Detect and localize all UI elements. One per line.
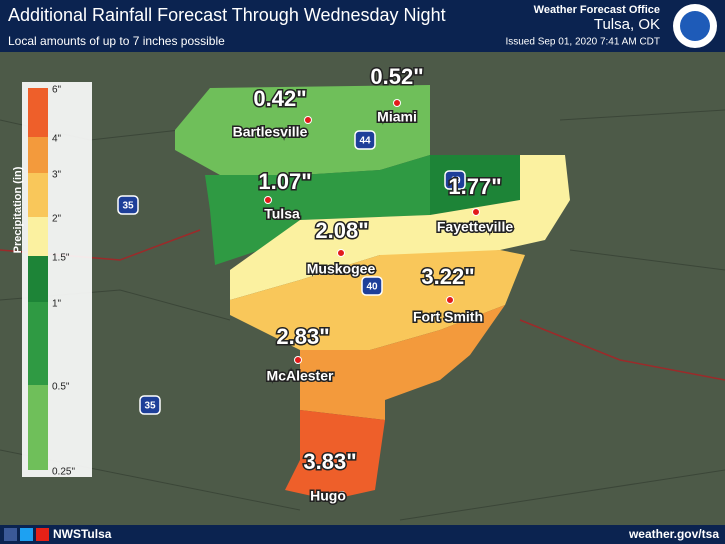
legend-tick-label: 1.5" [52, 253, 70, 264]
title: Additional Rainfall Forecast Through Wed… [8, 5, 446, 25]
office: Weather Forecast Office [534, 4, 660, 16]
area-1-5 [430, 155, 520, 215]
city-name: Hugo [310, 488, 346, 504]
legend-tick-label: 4" [52, 134, 62, 145]
twitter-icon [20, 528, 33, 541]
city-name: Fort Smith [413, 309, 483, 325]
city-name: Bartlesville [233, 124, 308, 140]
legend-swatch [28, 137, 48, 173]
city-dot [294, 356, 302, 364]
legend-tick-label: 0.5" [52, 382, 70, 393]
youtube-icon [36, 528, 49, 541]
rainfall-areas [175, 85, 570, 500]
legend-tick-label: 2" [52, 214, 62, 225]
legend-tick-label: 3" [52, 170, 62, 181]
area-0-5 [175, 85, 430, 175]
city-amount: 3.22" [421, 264, 474, 289]
url: weather.gov/tsa [628, 527, 719, 541]
city-amount: 2.83" [276, 324, 329, 349]
highway-shield [117, 195, 139, 215]
city-dot [446, 296, 454, 304]
legend-swatch [28, 385, 48, 470]
city-dot [338, 491, 346, 499]
cities: 0.42" Bartlesville 0.52" Miami 1.07" Tulsa 1.7… [231, 62, 515, 505]
nws-logo-inner [680, 11, 710, 41]
city-amount: 0.52" [370, 64, 423, 89]
area-3 [230, 250, 525, 350]
legend-swatch [28, 256, 48, 302]
city-amount: 1.07" [258, 169, 311, 194]
city-name: Muskogee [307, 261, 376, 277]
city-name: McAlester [267, 368, 334, 384]
city-name: Fayetteville [437, 219, 513, 235]
city-dot [264, 196, 272, 204]
highway-shield [354, 130, 376, 150]
city-amount: 0.42" [253, 86, 306, 111]
footer-bar [0, 525, 725, 544]
city-amount: 2.08" [315, 218, 368, 243]
city-dot [304, 116, 312, 124]
legend-swatch [28, 217, 48, 256]
legend-tick-label: 1" [52, 299, 62, 310]
highway-shield [139, 395, 161, 415]
area-6 [285, 410, 385, 500]
legend-tick-label: 6" [52, 85, 62, 96]
location: Tulsa, OK [594, 16, 660, 33]
area-2 [230, 155, 570, 300]
highways: 35 44 49 40 35 [117, 130, 466, 415]
highway-number: 40 [366, 282, 378, 293]
social-handle: NWSTulsa [53, 527, 112, 541]
facebook-icon [4, 528, 17, 541]
legend: 6" 4" 3" 2" 1.5" 1" 0.5" 0.25" [28, 85, 75, 478]
city-dot [393, 99, 401, 107]
highway-number: 49 [449, 176, 461, 187]
city-name: Tulsa [264, 206, 300, 222]
area-1 [205, 155, 430, 265]
highway-shield [361, 276, 383, 296]
issued: Issued Sep 01, 2020 7:41 AM CDT [505, 37, 660, 48]
city-amount: 3.83" [303, 449, 356, 474]
city-name: Miami [377, 109, 417, 125]
highway-shield [444, 170, 466, 190]
legend-swatch [28, 88, 48, 137]
city-dot [472, 208, 480, 216]
city-amount: 1.77" [448, 174, 501, 199]
highway-number: 35 [122, 201, 134, 212]
highway-number: 35 [144, 401, 156, 412]
city-dot [337, 249, 345, 257]
area-4 [300, 305, 505, 420]
legend-swatch [28, 302, 48, 385]
legend-axis-label: Precipitation (in) [12, 166, 24, 253]
legend-swatch [28, 173, 48, 217]
subtitle: Local amounts of up to 7 inches possible [8, 34, 225, 48]
header-bar [0, 0, 725, 52]
legend-tick-label: 0.25" [52, 467, 75, 478]
highway-number: 44 [359, 136, 371, 147]
